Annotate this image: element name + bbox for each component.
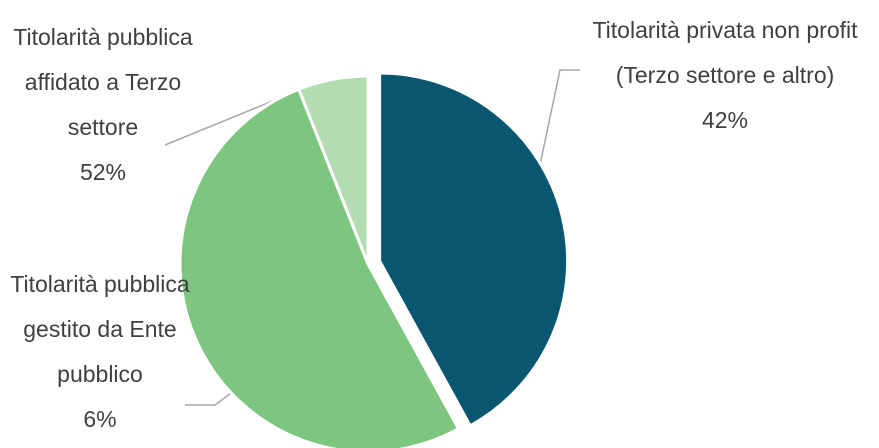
slice-label: Titolarità pubblica gestito da Ente pubb…: [0, 262, 200, 442]
category-label: Titolarità privata non profit (Terzo set…: [592, 17, 858, 88]
category-label: Titolarità pubblica gestito da Ente pubb…: [10, 271, 190, 387]
pie-slice: [178, 87, 461, 448]
value-label: 52%: [79, 159, 127, 185]
leader-line: [164, 97, 281, 146]
value-label: 6%: [83, 406, 117, 432]
pie-slice: [296, 74, 370, 265]
leader-line: [539, 69, 580, 166]
category-label: Titolarità pubblica affidato a Terzo set…: [13, 24, 193, 140]
slice-label: Titolarità pubblica affidato a Terzo set…: [3, 15, 203, 195]
pie-slice: [378, 71, 570, 428]
value-label: 42%: [701, 107, 749, 133]
slice-label: Titolarità privata non profit (Terzo set…: [575, 8, 875, 143]
